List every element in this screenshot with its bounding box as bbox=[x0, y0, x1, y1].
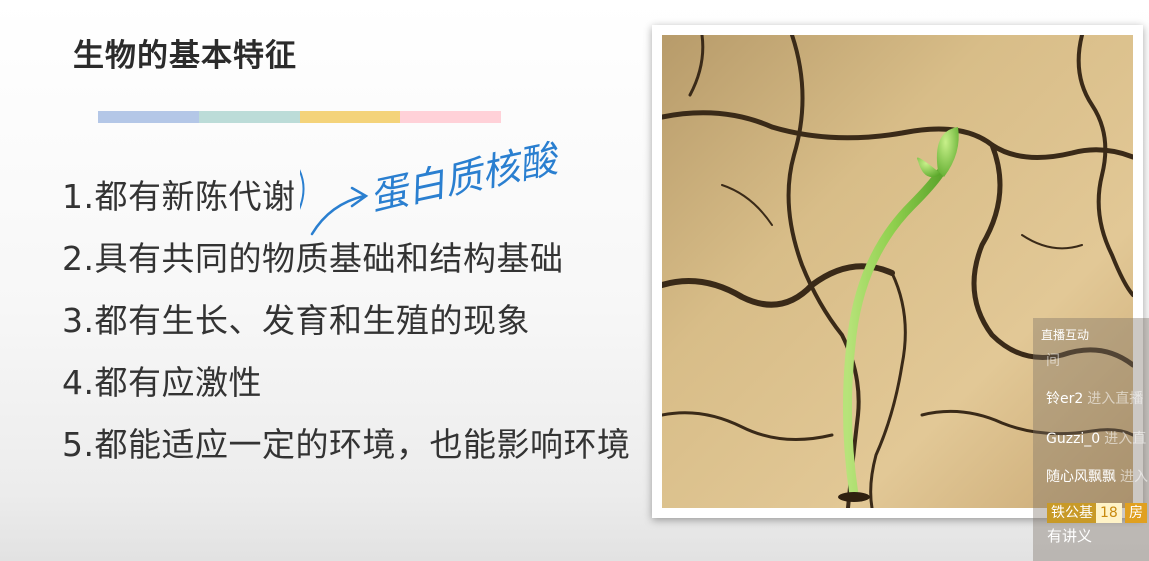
color-bar-segment-yellow bbox=[299, 111, 401, 123]
chat-action: 进入直 bbox=[1104, 431, 1147, 447]
color-bar-segment-pink bbox=[400, 111, 501, 123]
chat-line: 间 bbox=[1046, 350, 1060, 370]
feature-item-5: 5.都能适应一定的环境，也能影响环境 bbox=[62, 425, 631, 464]
feature-item-4: 4.都有应激性 bbox=[62, 363, 262, 402]
chat-user: Guzzi_0 bbox=[1046, 431, 1101, 447]
chat-action: 进入 bbox=[1120, 469, 1148, 485]
chat-user: 铃er2 bbox=[1046, 391, 1084, 407]
chat-user: 随心风飘飘 bbox=[1046, 469, 1116, 485]
color-bar-segment-teal bbox=[198, 111, 300, 123]
chat-line: 铃er2 进入直播 bbox=[1046, 388, 1143, 408]
color-divider-bar bbox=[98, 111, 501, 123]
chat-action: 进入直播 bbox=[1087, 391, 1144, 407]
feature-item-1: 1.都有新陈代谢 bbox=[62, 177, 296, 216]
chat-message: 有讲义 bbox=[1047, 527, 1093, 545]
slide-title: 生物的基本特征 bbox=[73, 38, 297, 74]
fan-badge-name: 铁公基 bbox=[1047, 503, 1097, 523]
chat-line: Guzzi_0 进入直 bbox=[1046, 428, 1146, 448]
feature-list: 1.都有新陈代谢 2.具有共同的物质基础和结构基础 3.都有生长、发育和生殖的现… bbox=[62, 166, 631, 476]
feature-item-3: 3.都有生长、发育和生殖的现象 bbox=[62, 301, 530, 340]
sprout-stem bbox=[842, 168, 945, 500]
sprout-leaf-right bbox=[936, 127, 959, 177]
photo-frame bbox=[652, 25, 1143, 518]
sprout-leaf-left bbox=[916, 157, 940, 178]
sprout-in-cracked-soil-image bbox=[662, 35, 1133, 508]
chat-header: 直播互动 bbox=[1041, 328, 1090, 342]
chat-user: 间 bbox=[1046, 353, 1060, 369]
room-badge: 房 bbox=[1125, 503, 1147, 523]
chat-line: 随心风飘飘 进入 bbox=[1046, 466, 1148, 486]
feature-item-2: 2.具有共同的物质基础和结构基础 bbox=[62, 239, 564, 278]
fan-badge-level: 18 bbox=[1096, 503, 1122, 523]
color-bar-segment-blue bbox=[98, 111, 199, 123]
